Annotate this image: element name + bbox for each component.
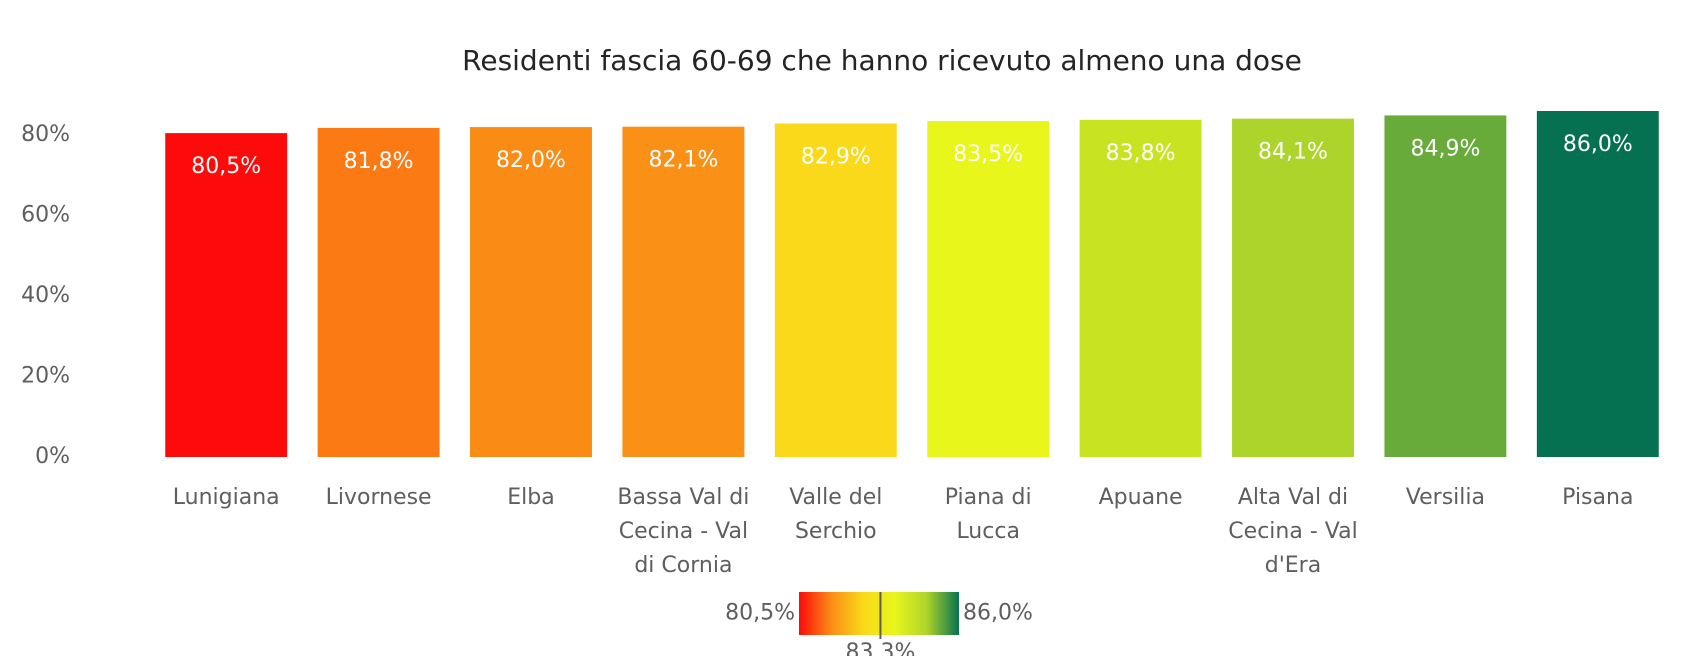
value-label: 82,0% <box>496 148 566 173</box>
y-tick-label: 40% <box>21 283 70 308</box>
bar <box>1384 115 1507 457</box>
legend-gradient <box>799 592 959 635</box>
value-label: 81,8% <box>344 149 414 174</box>
x-tick-label: Valle del Serchio <box>789 485 882 544</box>
x-tick-label: Piana di Lucca <box>945 485 1032 544</box>
bar <box>165 133 288 457</box>
value-label: 83,8% <box>1106 141 1176 166</box>
bar <box>774 123 897 457</box>
value-label: 82,1% <box>648 148 718 173</box>
x-tick-label: Apuane <box>1099 485 1183 510</box>
chart-title: Residenti fascia 60-69 che hanno ricevut… <box>462 44 1302 77</box>
x-tick-label: Pisana <box>1562 485 1633 510</box>
value-label: 82,9% <box>801 144 871 169</box>
value-label: 86,0% <box>1563 132 1633 157</box>
x-tick-label: Bassa Val di Cecina - Val di Cornia <box>617 485 749 578</box>
x-tick-label: Lunigiana <box>173 485 280 510</box>
y-tick-label: 20% <box>21 364 70 389</box>
y-tick-label: 80% <box>21 122 70 147</box>
x-tick-label: Livornese <box>326 485 432 510</box>
bar <box>470 127 592 458</box>
y-tick-label: 60% <box>21 203 70 228</box>
legend-mid-label: 83,3% <box>846 640 916 656</box>
bar <box>317 127 440 457</box>
bar <box>1232 118 1354 457</box>
value-label: 83,5% <box>953 142 1023 167</box>
x-tick-label: Versilia <box>1406 485 1485 510</box>
bar <box>927 121 1050 457</box>
value-label: 84,9% <box>1410 136 1480 161</box>
value-label: 84,1% <box>1258 140 1328 165</box>
x-tick-label: Alta Val di Cecina - Val d'Era <box>1228 485 1357 578</box>
value-label: 80,5% <box>191 154 261 179</box>
bar <box>1536 111 1659 457</box>
x-tick-label: Elba <box>507 485 554 510</box>
y-tick-label: 0% <box>35 444 70 469</box>
legend-min-label: 80,5% <box>725 601 795 626</box>
legend-max-label: 86,0% <box>963 601 1033 626</box>
bar <box>1079 119 1202 457</box>
bar <box>622 126 745 457</box>
